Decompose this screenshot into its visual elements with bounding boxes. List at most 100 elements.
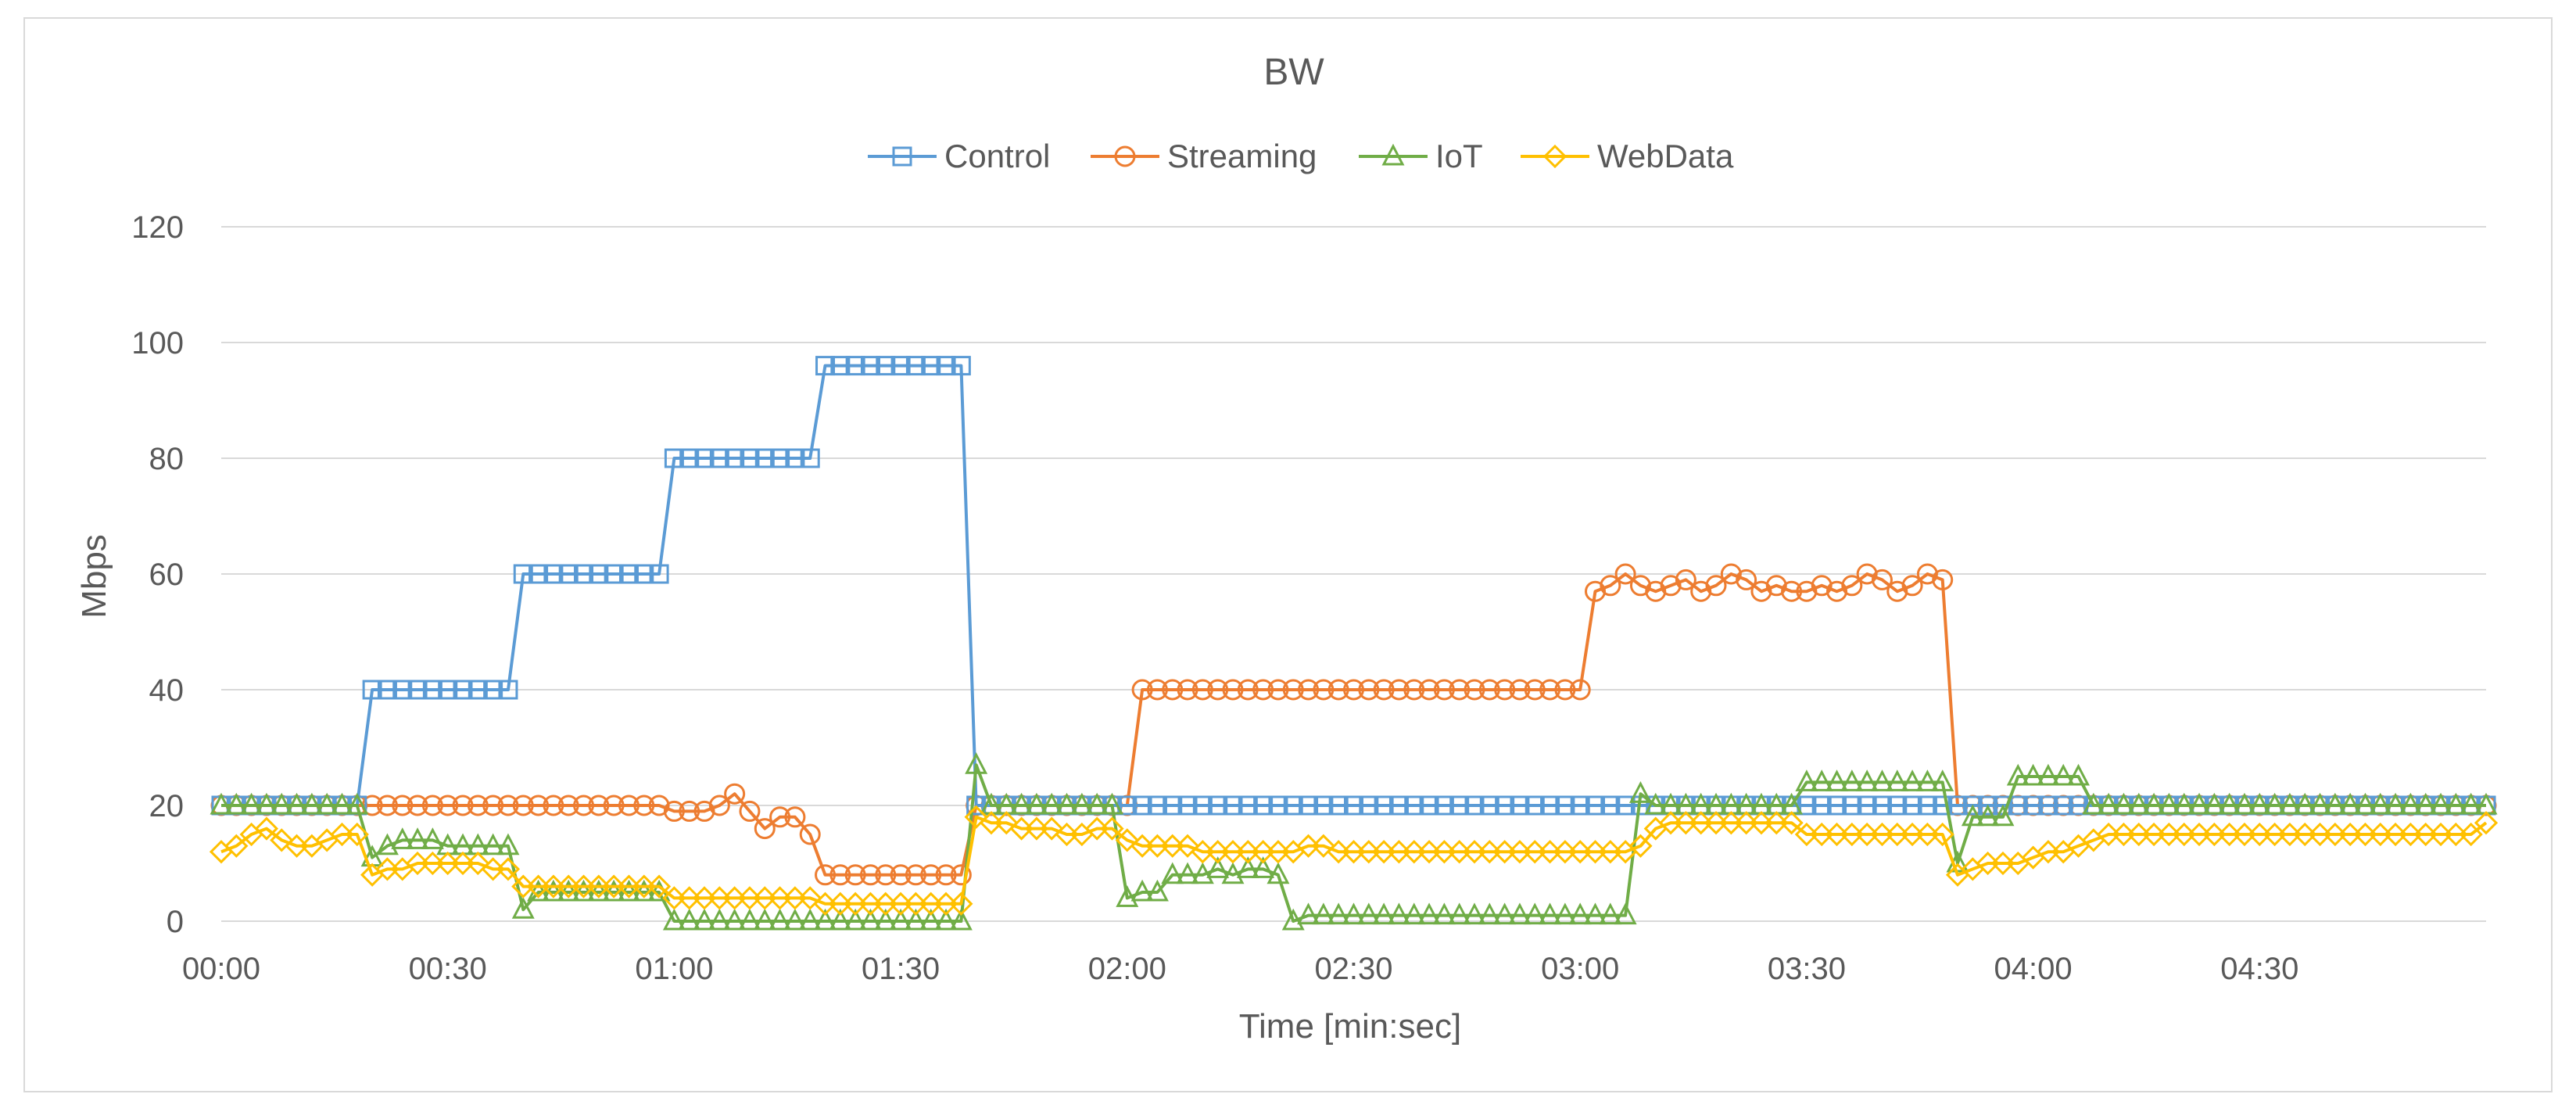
data-point-iot xyxy=(2460,792,2483,815)
data-point-iot xyxy=(1327,902,1350,925)
data-point-control xyxy=(951,356,971,376)
data-point-iot xyxy=(1478,902,1501,925)
data-point-iot xyxy=(2067,763,2091,786)
data-point-iot xyxy=(1191,862,1214,884)
data-point-webdata xyxy=(254,816,279,841)
data-point-streaming xyxy=(1675,569,1696,590)
data-point-iot xyxy=(1915,769,1939,791)
data-point-iot xyxy=(2248,792,2271,815)
y-tick-label: 100 xyxy=(131,326,184,361)
data-point-streaming xyxy=(905,864,926,886)
data-point-iot xyxy=(1417,902,1441,925)
data-point-control xyxy=(2023,795,2044,816)
data-point-streaming xyxy=(935,864,957,886)
data-point-iot xyxy=(315,792,339,815)
data-point-control xyxy=(1359,795,1379,816)
data-point-control xyxy=(664,448,684,468)
series-webdata xyxy=(209,805,2499,916)
data-point-control xyxy=(785,448,805,468)
series-line-streaming xyxy=(221,572,2486,877)
data-point-control xyxy=(1419,795,1439,816)
y-tick-label: 40 xyxy=(149,673,185,708)
data-point-streaming xyxy=(407,795,428,816)
data-point-iot xyxy=(240,792,263,815)
data-point-iot xyxy=(1976,804,2000,827)
data-point-streaming xyxy=(1131,679,1153,701)
data-point-streaming xyxy=(482,795,504,816)
data-point-streaming xyxy=(1207,679,1229,701)
data-point-control xyxy=(1344,795,1363,816)
data-point-control xyxy=(1223,795,1243,816)
data-point-streaming xyxy=(1373,679,1395,701)
data-point-iot xyxy=(1493,902,1517,925)
data-point-iot xyxy=(2187,792,2211,815)
data-point-iot xyxy=(1206,856,1230,878)
data-point-iot xyxy=(1040,792,1063,815)
data-point-streaming xyxy=(844,864,866,886)
data-point-webdata xyxy=(949,891,973,916)
data-point-streaming xyxy=(1237,679,1259,701)
legend-item-iot: IoT xyxy=(1359,138,1483,174)
data-point-iot xyxy=(1101,792,1123,815)
data-point-iot xyxy=(1130,879,1154,902)
data-point-iot xyxy=(934,908,958,931)
data-point-control xyxy=(2008,795,2028,816)
data-point-control xyxy=(725,448,745,468)
data-point-control xyxy=(694,448,715,468)
data-point-streaming xyxy=(754,818,776,840)
data-point-streaming xyxy=(543,795,564,816)
data-point-streaming xyxy=(421,795,443,816)
data-point-control xyxy=(1404,795,1424,816)
data-point-webdata xyxy=(1779,811,1804,835)
legend-marker-streaming xyxy=(1114,145,1136,167)
data-point-iot xyxy=(285,792,309,815)
data-point-iot xyxy=(2127,792,2151,815)
x-tick-label: 01:30 xyxy=(862,952,940,986)
data-point-streaming xyxy=(1191,679,1213,701)
data-point-streaming xyxy=(1146,679,1168,701)
data-point-iot xyxy=(496,833,520,856)
data-point-control xyxy=(528,564,549,584)
data-point-iot xyxy=(1991,804,2015,827)
data-point-control xyxy=(1147,795,1167,816)
data-point-control xyxy=(422,680,442,700)
legend-label-control: Control xyxy=(944,138,1050,174)
data-point-iot xyxy=(2278,792,2302,815)
data-point-control xyxy=(558,564,579,584)
data-point-iot xyxy=(1236,856,1259,878)
data-point-streaming xyxy=(1901,575,1923,597)
data-point-webdata xyxy=(466,851,490,876)
data-point-streaming xyxy=(1222,679,1244,701)
legend-marker-iot xyxy=(1381,143,1405,166)
data-point-iot xyxy=(2051,763,2075,786)
data-point-iot xyxy=(2006,763,2030,786)
data-point-iot xyxy=(2369,792,2392,815)
data-point-streaming xyxy=(1418,679,1440,701)
data-point-streaming xyxy=(815,864,837,886)
data-point-streaming xyxy=(1267,679,1289,701)
data-point-control xyxy=(1388,795,1409,816)
data-point-control xyxy=(1328,795,1349,816)
data-point-iot xyxy=(300,792,324,815)
data-point-streaming xyxy=(573,795,595,816)
data-point-iot xyxy=(1961,804,1984,827)
data-point-control xyxy=(1464,795,1485,816)
data-point-control xyxy=(634,564,654,584)
legend-label-webdata: WebData xyxy=(1597,138,1734,174)
data-point-control xyxy=(1208,795,1228,816)
data-point-iot xyxy=(1448,902,1471,925)
data-point-streaming xyxy=(663,800,685,822)
data-point-streaming xyxy=(1720,563,1742,585)
data-point-streaming xyxy=(1539,679,1561,701)
legend-item-streaming: Streaming xyxy=(1091,138,1317,174)
x-tick-label: 02:30 xyxy=(1314,952,1392,986)
data-point-iot xyxy=(1614,902,1637,925)
data-point-control xyxy=(1917,795,1937,816)
series-streaming xyxy=(210,563,2497,886)
data-point-iot xyxy=(1931,769,1954,791)
y-tick-label: 20 xyxy=(149,789,185,823)
data-point-streaming xyxy=(859,864,881,886)
data-point-streaming xyxy=(648,795,670,816)
legend: Control Streaming IoT WebData xyxy=(868,138,1734,174)
